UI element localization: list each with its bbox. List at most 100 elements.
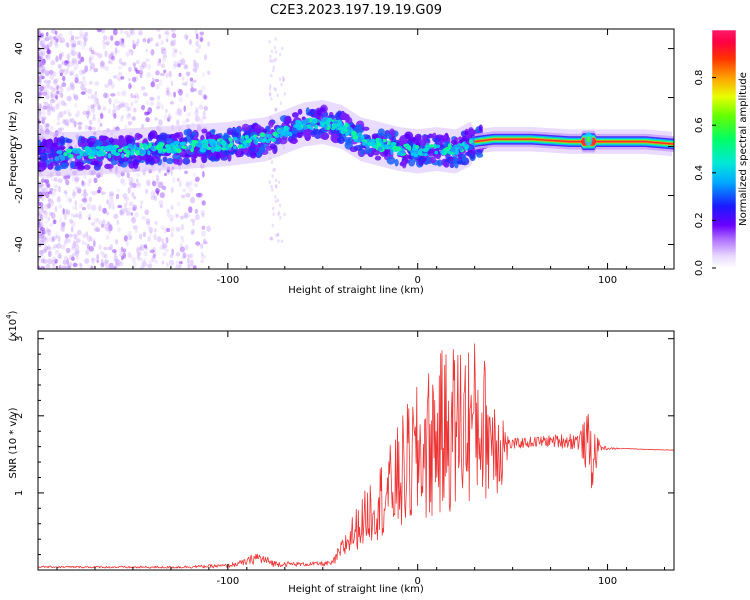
noise-point bbox=[137, 257, 143, 261]
noise-point bbox=[138, 30, 143, 36]
noise-point bbox=[67, 112, 72, 117]
noise-point bbox=[43, 46, 48, 51]
noise-point bbox=[45, 226, 49, 232]
noise-point bbox=[155, 70, 160, 76]
noise-point bbox=[143, 111, 150, 116]
band-point bbox=[386, 156, 396, 165]
core-point bbox=[63, 152, 68, 157]
noise-point bbox=[198, 44, 201, 50]
noise-point bbox=[97, 105, 102, 111]
colorbar-tick-label: 0.6 bbox=[694, 117, 705, 133]
noise-point bbox=[147, 235, 151, 243]
noise-point bbox=[74, 248, 80, 255]
noise-point bbox=[70, 35, 75, 41]
noise-point bbox=[76, 238, 81, 243]
noise-point bbox=[110, 35, 114, 41]
noise-point bbox=[42, 116, 47, 121]
noise-point bbox=[46, 246, 51, 251]
noise-point bbox=[66, 42, 70, 48]
noise-point bbox=[40, 36, 47, 42]
core-point bbox=[377, 146, 383, 151]
core-point bbox=[440, 149, 445, 155]
noise-point bbox=[136, 38, 140, 44]
noise-point bbox=[175, 48, 178, 54]
core-point bbox=[413, 147, 418, 152]
noise-point bbox=[56, 84, 60, 91]
noise-point bbox=[196, 242, 201, 248]
noise-point bbox=[58, 264, 62, 269]
noise-point bbox=[135, 172, 141, 178]
noise-point bbox=[41, 58, 46, 64]
core-point bbox=[108, 145, 114, 151]
noise-point bbox=[72, 59, 78, 65]
noise-point bbox=[157, 118, 161, 126]
noise-point bbox=[46, 44, 49, 51]
noise-point bbox=[48, 69, 54, 75]
noise-point bbox=[104, 50, 108, 58]
noise-point bbox=[283, 92, 286, 96]
noise-point bbox=[57, 252, 62, 259]
noise-point bbox=[56, 196, 61, 203]
noise-point bbox=[132, 43, 136, 50]
noise-point bbox=[131, 116, 136, 121]
noise-point bbox=[38, 110, 42, 116]
noise-point bbox=[70, 213, 74, 217]
noise-point bbox=[192, 220, 195, 227]
noise-point bbox=[83, 175, 87, 179]
noise-point bbox=[155, 190, 160, 195]
noise-point bbox=[73, 93, 76, 99]
band-point bbox=[461, 135, 467, 143]
noise-point bbox=[78, 60, 82, 65]
noise-point bbox=[92, 240, 96, 247]
noise-point bbox=[78, 56, 83, 61]
noise-point bbox=[82, 241, 88, 246]
noise-point bbox=[57, 178, 63, 183]
noise-point bbox=[270, 49, 274, 54]
noise-point bbox=[49, 187, 54, 192]
noise-point bbox=[194, 109, 199, 116]
noise-point bbox=[132, 107, 137, 113]
noise-point bbox=[40, 188, 45, 195]
noise-point bbox=[112, 203, 115, 211]
noise-point bbox=[161, 185, 167, 190]
noise-point bbox=[180, 58, 186, 66]
core-point bbox=[107, 153, 112, 159]
noise-point bbox=[277, 180, 281, 184]
band-point bbox=[49, 161, 57, 166]
noise-point bbox=[88, 178, 92, 184]
noise-point bbox=[56, 121, 61, 126]
noise-point bbox=[103, 260, 107, 267]
noise-point bbox=[145, 58, 150, 62]
snr-panel: -100 0 100 1 2 3 Height of straight line (km… bbox=[5, 310, 675, 595]
noise-point bbox=[171, 248, 174, 256]
band-point bbox=[113, 155, 120, 161]
noise-point bbox=[164, 31, 170, 36]
noise-point bbox=[183, 33, 189, 40]
noise-point bbox=[120, 116, 123, 123]
noise-point bbox=[70, 256, 75, 261]
noise-point bbox=[45, 32, 49, 37]
noise-point bbox=[163, 186, 166, 191]
noise-point bbox=[40, 206, 45, 211]
noise-point bbox=[38, 103, 42, 110]
snr-y-tick-label: 2 bbox=[14, 413, 25, 419]
noise-point bbox=[110, 225, 113, 232]
noise-point bbox=[270, 97, 273, 101]
band-point bbox=[262, 128, 268, 133]
noise-point bbox=[41, 59, 46, 65]
noise-point bbox=[114, 40, 120, 46]
noise-point bbox=[51, 235, 56, 242]
noise-point bbox=[44, 245, 48, 251]
band-point bbox=[278, 136, 288, 145]
noise-point bbox=[38, 115, 41, 121]
noise-point bbox=[108, 97, 112, 105]
noise-point bbox=[65, 191, 68, 198]
noise-point bbox=[73, 120, 77, 128]
noise-point bbox=[137, 181, 140, 186]
noise-point bbox=[201, 200, 206, 206]
spectrogram-x-tick-label: 0 bbox=[415, 275, 421, 286]
noise-point bbox=[163, 172, 167, 177]
noise-point bbox=[110, 51, 114, 56]
noise-point bbox=[145, 245, 148, 251]
noise-point bbox=[157, 95, 160, 101]
